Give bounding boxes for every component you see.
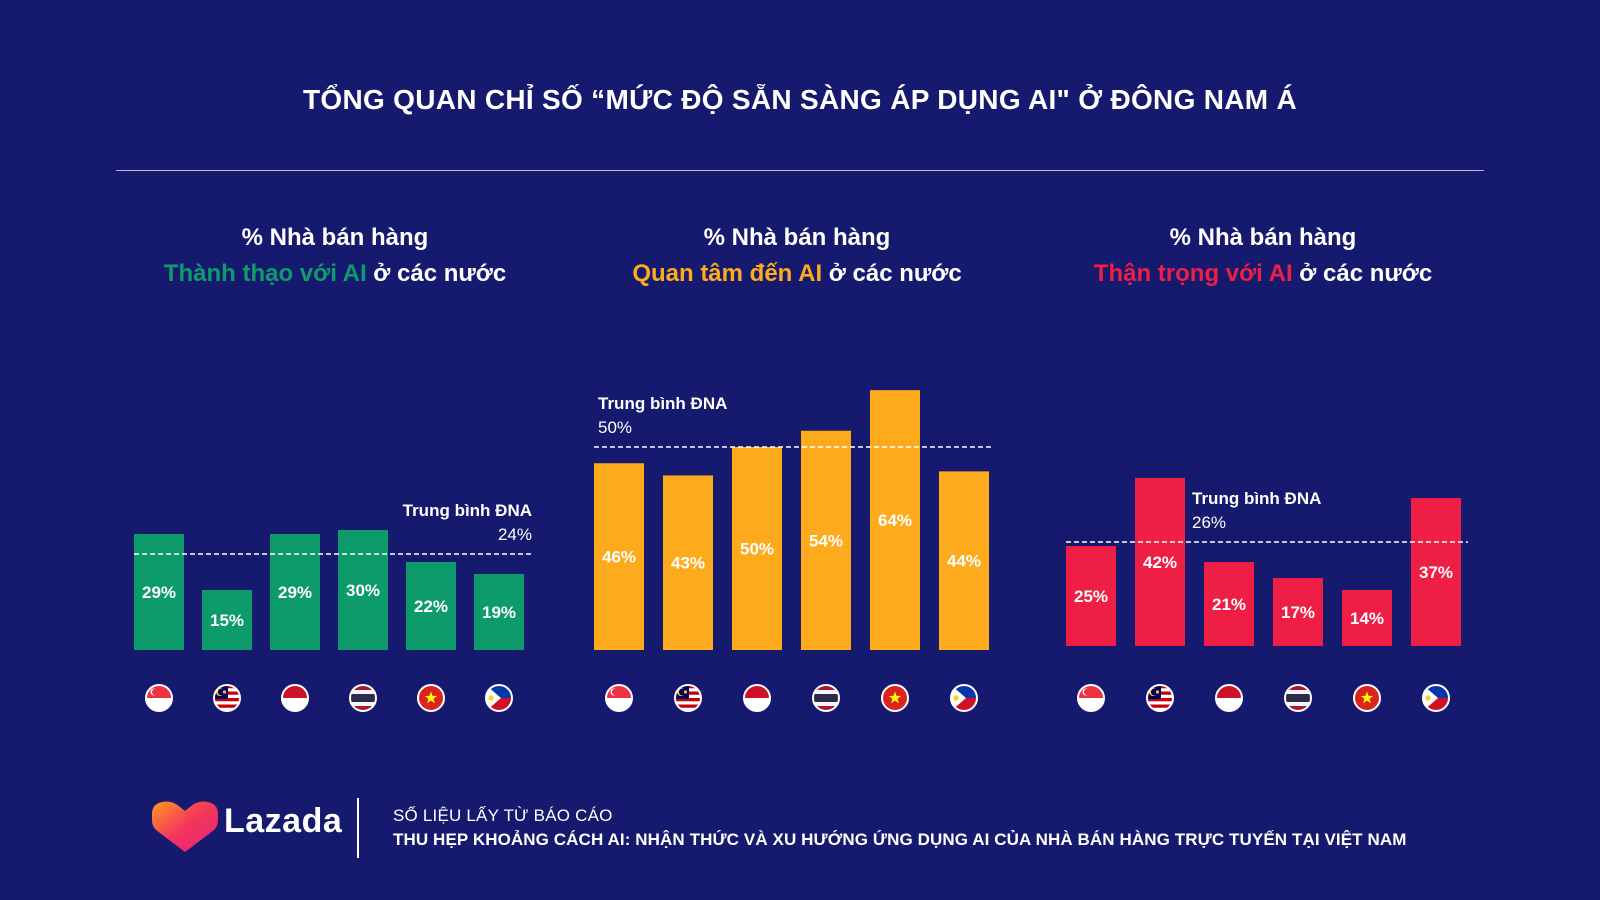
- bar-value-label: 44%: [947, 552, 981, 571]
- bar-value-label: 14%: [1350, 609, 1384, 628]
- chart-panel-interested: % Nhà bán hàng Quan tâm đến AI ở các nướ…: [562, 220, 1032, 720]
- lazada-heart-logo-icon: [152, 801, 218, 852]
- bar-value-label: 25%: [1074, 587, 1108, 606]
- bar-value-label: 46%: [602, 548, 636, 567]
- bar-vn: [406, 562, 456, 650]
- average-title: Trung bình ĐNA: [598, 394, 727, 413]
- bar-id: [1204, 562, 1254, 646]
- bar-value-label: 29%: [142, 583, 176, 602]
- chart-heading: % Nhà bán hàng Thành thạo với AI ở các n…: [100, 220, 570, 292]
- thailand-flag-icon: [349, 684, 377, 712]
- singapore-flag-icon: [1077, 684, 1105, 712]
- bar-value-label: 37%: [1419, 563, 1453, 582]
- chart-heading: % Nhà bán hàng Quan tâm đến AI ở các nướ…: [562, 220, 1032, 292]
- bar-ph: [1411, 498, 1461, 646]
- bar-my: [1135, 478, 1185, 646]
- bar-value-label: 43%: [671, 554, 705, 573]
- bar-vn: [1342, 590, 1392, 646]
- page-title: TỔNG QUAN CHỈ SỐ “MỨC ĐỘ SẴN SÀNG ÁP DỤN…: [302, 84, 1298, 115]
- average-value-label: 50%: [598, 418, 632, 437]
- bar-value-label: 42%: [1143, 553, 1177, 572]
- malaysia-flag-icon: [674, 684, 702, 712]
- indonesia-flag-icon: [281, 684, 309, 712]
- title-divider: [116, 170, 1484, 171]
- bar-my: [663, 475, 713, 650]
- bar-value-label: 54%: [809, 531, 843, 550]
- chart-heading-line1: % Nhà bán hàng: [703, 224, 891, 251]
- bar-value-label: 19%: [482, 603, 516, 622]
- vietnam-flag-icon: [417, 684, 445, 712]
- bar-ph: [474, 574, 524, 650]
- bar-chart-proficient: 29% 15% 29% 30% 22% 19% Trung bình ĐNA 24%: [134, 501, 534, 712]
- bar-value-label: 21%: [1212, 595, 1246, 614]
- bar-sg: [1066, 546, 1116, 646]
- bar-value-label: 17%: [1281, 603, 1315, 622]
- malaysia-flag-icon: [1146, 684, 1174, 712]
- brand-name: Lazada: [224, 802, 343, 840]
- bar-my: [202, 590, 252, 650]
- bar-chart-interested: 46% 43% 50% 54% 64% 44% Trung bình ĐNA 50%: [594, 390, 994, 712]
- bar-th: [1273, 578, 1323, 646]
- singapore-flag-icon: [605, 684, 633, 712]
- philippines-flag-icon: [1422, 684, 1450, 712]
- vietnam-flag-icon: [881, 684, 909, 712]
- chart-heading: % Nhà bán hàng Thận trọng với AI ở các n…: [1028, 220, 1498, 292]
- indonesia-flag-icon: [743, 684, 771, 712]
- chart-heading-line1: % Nhà bán hàng: [241, 224, 429, 251]
- bar-value-label: 64%: [878, 511, 912, 530]
- vietnam-flag-icon: [1353, 684, 1381, 712]
- bar-value-label: 30%: [346, 581, 380, 600]
- average-title: Trung bình ĐNA: [403, 501, 532, 520]
- philippines-flag-icon: [485, 684, 513, 712]
- bar-id: [732, 447, 782, 650]
- chart-heading-highlight: Quan tâm đến AI: [632, 260, 823, 287]
- bar-value-label: 15%: [210, 611, 244, 630]
- chart-heading-highlight: Thận trọng với AI: [1093, 260, 1293, 287]
- bar-value-label: 50%: [740, 540, 774, 559]
- bar-th: [801, 430, 851, 650]
- footer-separator: [357, 798, 359, 858]
- malaysia-flag-icon: [213, 684, 241, 712]
- bar-sg: [594, 463, 644, 650]
- chart-heading-highlight: Thành thạo với AI: [163, 260, 367, 287]
- indonesia-flag-icon: [1215, 684, 1243, 712]
- bar-value-label: 29%: [278, 583, 312, 602]
- bar-vn: [870, 390, 920, 650]
- chart-panel-cautious: % Nhà bán hàng Thận trọng với AI ở các n…: [1028, 220, 1498, 720]
- chart-heading-line1: % Nhà bán hàng: [1169, 224, 1357, 251]
- bar-chart-cautious: 25% 42% 21% 17% 14% 37% Trung bình ĐNA 26%: [1066, 478, 1468, 712]
- source-caption: SỐ LIỆU LẤY TỪ BÁO CÁO: [393, 806, 613, 825]
- bar-value-label: 22%: [414, 597, 448, 616]
- chart-heading-rest: ở các nước: [1292, 260, 1433, 287]
- singapore-flag-icon: [145, 684, 173, 712]
- source-report-title: THU HẸP KHOẢNG CÁCH AI: NHẬN THỨC VÀ XU …: [393, 830, 1407, 849]
- thailand-flag-icon: [812, 684, 840, 712]
- chart-heading-rest: ở các nước: [366, 260, 507, 287]
- bar-ph: [939, 471, 989, 650]
- philippines-flag-icon: [950, 684, 978, 712]
- bar-th: [338, 530, 388, 650]
- chart-heading-rest: ở các nước: [822, 260, 962, 287]
- average-value-label: 26%: [1192, 513, 1226, 532]
- thailand-flag-icon: [1284, 684, 1312, 712]
- chart-panel-proficient: % Nhà bán hàng Thành thạo với AI ở các n…: [100, 220, 570, 720]
- average-value-label: 24%: [498, 525, 532, 544]
- average-title: Trung bình ĐNA: [1192, 489, 1321, 508]
